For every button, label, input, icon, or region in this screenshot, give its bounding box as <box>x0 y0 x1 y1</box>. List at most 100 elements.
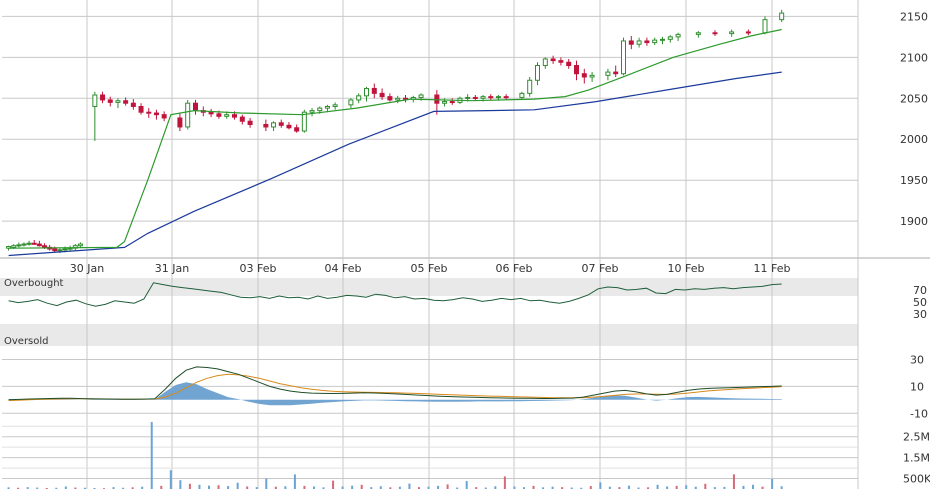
date-tick-label: 06 Feb <box>496 262 533 275</box>
price-y-tick-label: 1900 <box>900 215 928 228</box>
volume-bar <box>656 484 659 489</box>
volume-bar <box>351 485 354 489</box>
candle-body <box>495 96 501 99</box>
volume-bar <box>322 487 325 489</box>
date-tick-label: 31 Jan <box>155 262 189 275</box>
candle-body <box>317 107 323 112</box>
volume-bar <box>131 487 134 489</box>
volume-bar <box>236 482 239 489</box>
price-y-tick-label: 2150 <box>900 10 928 23</box>
volume-bar <box>494 486 497 489</box>
price-y-tick-label: 2050 <box>900 92 928 105</box>
candle-body <box>589 74 595 78</box>
macd-y-tick-label: 30 <box>910 353 924 366</box>
volume-bar <box>666 486 669 489</box>
volume-bar <box>694 486 697 489</box>
volume-bar <box>274 486 277 489</box>
macd-signal-line <box>8 373 782 401</box>
candle-body <box>535 65 540 81</box>
fast-moving-average-line <box>8 28 782 249</box>
candle-body <box>675 33 681 38</box>
candle-body <box>100 94 106 101</box>
candle-body <box>146 111 152 114</box>
candle-body <box>123 100 129 104</box>
volume-y-tick-label: 2.5M <box>903 431 930 444</box>
volume-bar <box>580 487 583 489</box>
candle-body <box>224 114 230 117</box>
date-tick-label: 11 Feb <box>754 262 791 275</box>
candle-body <box>31 242 37 245</box>
volume-bar <box>208 485 210 489</box>
candle-body <box>527 79 533 94</box>
candle-body <box>574 65 579 75</box>
candle-body <box>6 246 12 249</box>
volume-bar <box>608 486 611 489</box>
candle-body <box>712 32 718 35</box>
candle-body <box>208 111 214 115</box>
macd-y-tick-label: 10 <box>910 380 924 393</box>
candle-body <box>434 94 440 104</box>
candle-body <box>364 87 369 97</box>
volume-bar <box>122 487 125 489</box>
volume-bar <box>465 481 468 489</box>
candle-body <box>418 94 424 98</box>
volume-bar <box>169 470 172 489</box>
candle-body <box>550 58 556 62</box>
candle-body <box>542 58 548 67</box>
candle-body <box>729 31 735 35</box>
volume-bar <box>26 487 29 489</box>
volume-bar <box>379 486 382 489</box>
candle-body <box>442 101 448 104</box>
volume-bar <box>551 486 554 489</box>
candle-body <box>271 122 277 128</box>
volume-bar <box>179 480 182 489</box>
volume-bar <box>589 486 592 489</box>
candle-body <box>294 127 300 132</box>
candle-body <box>465 96 471 99</box>
volume-bar <box>246 486 249 489</box>
candle-body <box>356 95 362 101</box>
candle-body <box>488 96 494 99</box>
volume-bar <box>160 485 163 489</box>
volume-bar <box>332 480 335 489</box>
candle-body <box>286 124 292 129</box>
volume-y-tick-label: 500K <box>903 473 930 486</box>
volume-bar <box>227 486 230 489</box>
candle-body <box>332 104 338 107</box>
candle-body <box>247 120 253 125</box>
volume-bar <box>484 487 487 489</box>
candle-body <box>324 105 330 109</box>
candle-body <box>449 101 455 104</box>
volume-bar <box>503 476 506 489</box>
volume-bar <box>360 484 363 489</box>
volume-bar <box>437 485 440 489</box>
volume-bar <box>542 487 545 489</box>
volume-y-tick-label: 1.5M <box>903 452 930 465</box>
candle-body <box>138 105 144 113</box>
date-tick-label: 05 Feb <box>411 262 448 275</box>
volume-bar <box>93 487 96 489</box>
candle-body <box>57 249 63 252</box>
volume-bar <box>675 485 678 489</box>
volume-bar <box>293 474 296 489</box>
macd-histogram <box>8 382 782 406</box>
volume-bar <box>188 483 191 489</box>
macd-line <box>8 366 782 401</box>
volume-bar <box>64 486 67 489</box>
candle-body <box>628 40 634 45</box>
candle-body <box>36 243 42 247</box>
candle-body <box>379 92 385 98</box>
volume-bar <box>255 487 258 489</box>
volume-bar <box>7 487 10 489</box>
candle-body <box>613 71 619 75</box>
volume-bar <box>83 487 86 489</box>
candle-body <box>11 245 17 248</box>
volume-bar <box>198 484 201 489</box>
volume-bar <box>150 422 153 489</box>
candle-body <box>779 12 785 21</box>
volume-bar <box>599 482 602 489</box>
oscillator-y-tick-label: 50 <box>913 296 927 309</box>
candle-body <box>115 100 121 103</box>
candle-body <box>92 94 98 107</box>
